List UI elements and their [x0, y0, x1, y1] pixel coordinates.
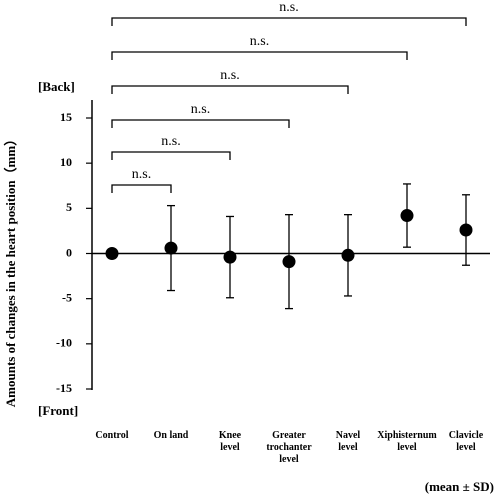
significance-label: n.s.: [191, 102, 210, 117]
significance-label: n.s.: [250, 34, 269, 49]
significance-label: n.s.: [279, 0, 298, 15]
point: [164, 241, 178, 255]
significance-bracket: [111, 151, 231, 160]
y-tick-label: -5: [62, 290, 72, 304]
top-label: [Back]: [38, 79, 75, 94]
significance-bracket: [111, 17, 467, 26]
significance-label: n.s.: [161, 134, 180, 149]
y-tick-label: 0: [66, 245, 72, 259]
significance-bracket: [111, 119, 290, 128]
x-tick-label: On land: [153, 430, 189, 441]
significance-label: n.s.: [220, 68, 239, 83]
significance-bracket: [111, 85, 349, 94]
x-tick-label: Knee level: [218, 430, 242, 453]
x-tick-label: Control: [95, 430, 129, 441]
point: [105, 247, 119, 260]
significance-label: n.s.: [132, 167, 151, 182]
x-tick-label: Clavicle level: [448, 430, 484, 453]
point: [400, 209, 414, 223]
point: [459, 223, 473, 237]
y-axis-label: Amounts of changes in the heart position…: [3, 133, 18, 407]
point: [282, 255, 296, 269]
y-tick-label: 10: [60, 155, 72, 169]
significance-bracket: [111, 51, 408, 60]
point: [223, 250, 237, 264]
bottom-label: [Front]: [38, 403, 78, 418]
x-tick-label: Xiphisternum level: [377, 430, 437, 453]
y-tick-label: 15: [60, 110, 72, 124]
x-tick-label: Navel level: [335, 430, 361, 453]
y-tick-label: -10: [56, 336, 72, 350]
y-tick-label: 5: [66, 200, 72, 214]
x-tick-label: Greater trochanter level: [266, 430, 312, 465]
y-tick-label: -15: [56, 381, 72, 395]
point: [341, 248, 355, 262]
significance-bracket: [111, 184, 172, 193]
note: (mean ± SD): [425, 479, 494, 494]
